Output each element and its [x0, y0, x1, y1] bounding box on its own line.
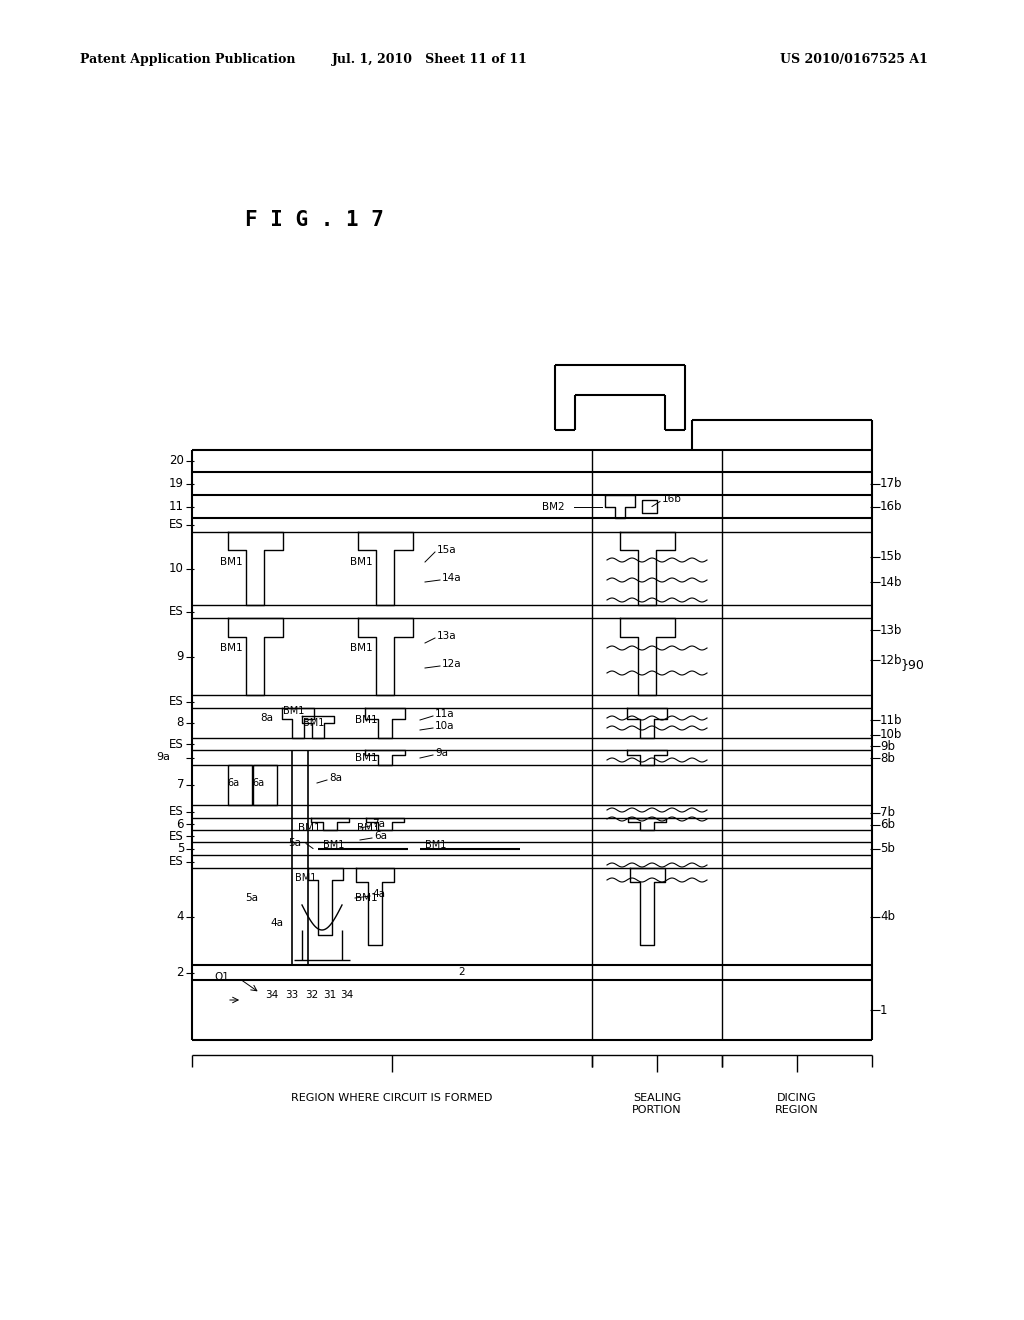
- Text: 32: 32: [305, 990, 318, 1001]
- Text: Q1: Q1: [214, 972, 229, 982]
- Text: DICING
REGION: DICING REGION: [775, 1093, 819, 1114]
- Text: 9b: 9b: [880, 739, 895, 752]
- Text: 12a: 12a: [442, 659, 462, 669]
- Text: 4: 4: [176, 909, 184, 923]
- Text: BM1: BM1: [323, 841, 344, 850]
- Text: 4a: 4a: [372, 888, 385, 899]
- Text: BM1: BM1: [350, 557, 373, 568]
- Text: 1: 1: [880, 1003, 888, 1016]
- Text: BM1: BM1: [425, 841, 446, 850]
- Text: F I G . 1 7: F I G . 1 7: [245, 210, 384, 230]
- Text: Jul. 1, 2010   Sheet 11 of 11: Jul. 1, 2010 Sheet 11 of 11: [332, 54, 528, 66]
- Text: 12b: 12b: [880, 653, 902, 667]
- Text: ES: ES: [169, 855, 184, 869]
- Text: BM1: BM1: [355, 894, 378, 903]
- Text: 6: 6: [176, 817, 184, 830]
- Text: 17b: 17b: [880, 477, 902, 490]
- Text: 34: 34: [265, 990, 279, 1001]
- Text: ES: ES: [169, 519, 184, 532]
- Text: 15b: 15b: [880, 550, 902, 564]
- Text: ES: ES: [169, 805, 184, 818]
- Text: 19: 19: [169, 477, 184, 490]
- Text: ES: ES: [169, 696, 184, 708]
- Text: 11b: 11b: [880, 714, 902, 726]
- Text: 7: 7: [176, 779, 184, 792]
- Text: 14b: 14b: [880, 576, 902, 589]
- Text: 13b: 13b: [880, 623, 902, 636]
- Text: 14a: 14a: [442, 573, 462, 583]
- Text: BM2: BM2: [542, 502, 564, 511]
- Text: SEALING
PORTION: SEALING PORTION: [632, 1093, 682, 1114]
- Text: Patent Application Publication: Patent Application Publication: [80, 54, 296, 66]
- Text: 20: 20: [169, 454, 184, 467]
- Text: BM1: BM1: [295, 873, 316, 883]
- Text: 5b: 5b: [880, 842, 895, 855]
- Text: 10b: 10b: [880, 729, 902, 742]
- Text: 8: 8: [176, 717, 184, 730]
- Text: 4a: 4a: [270, 917, 283, 928]
- Text: 11a: 11a: [435, 709, 455, 719]
- Text: BM1: BM1: [355, 715, 378, 725]
- Text: 9a: 9a: [156, 752, 170, 763]
- Text: BM1: BM1: [350, 643, 373, 653]
- Text: 8b: 8b: [880, 751, 895, 764]
- Text: BM1: BM1: [355, 752, 378, 763]
- Text: 9a: 9a: [435, 748, 449, 758]
- Text: 8a: 8a: [329, 774, 342, 783]
- Text: BM1: BM1: [298, 822, 321, 833]
- Text: 7b: 7b: [880, 807, 895, 820]
- Text: 9: 9: [176, 649, 184, 663]
- Text: 16b: 16b: [880, 500, 902, 513]
- Text: BM1: BM1: [220, 557, 243, 568]
- Text: 10: 10: [169, 562, 184, 576]
- Text: 6a: 6a: [227, 777, 240, 788]
- Text: 4b: 4b: [880, 909, 895, 923]
- Text: 6a: 6a: [252, 777, 264, 788]
- Text: 13a: 13a: [437, 631, 457, 642]
- Text: BM1: BM1: [283, 706, 304, 715]
- Text: 2: 2: [459, 968, 465, 977]
- Text: 11: 11: [169, 500, 184, 513]
- Text: 6a: 6a: [374, 832, 387, 841]
- Text: 7a: 7a: [372, 818, 385, 829]
- Text: 10a: 10a: [435, 721, 455, 731]
- Text: ES: ES: [169, 829, 184, 842]
- Text: BM1: BM1: [220, 643, 243, 653]
- Text: ES: ES: [169, 605, 184, 618]
- Text: 5: 5: [176, 842, 184, 855]
- Text: ES: ES: [169, 738, 184, 751]
- Text: BM1: BM1: [357, 822, 380, 833]
- Text: 16b: 16b: [662, 495, 682, 504]
- Text: }90: }90: [900, 659, 924, 672]
- Text: 15a: 15a: [437, 545, 457, 554]
- Text: US 2010/0167525 A1: US 2010/0167525 A1: [780, 54, 928, 66]
- Text: 5a: 5a: [245, 894, 258, 903]
- Text: BM1: BM1: [303, 718, 325, 729]
- Text: 34: 34: [340, 990, 353, 1001]
- Text: 6b: 6b: [880, 818, 895, 832]
- Text: 2: 2: [176, 966, 184, 979]
- Text: 5a: 5a: [288, 838, 301, 849]
- Text: 8a: 8a: [260, 713, 273, 723]
- Text: REGION WHERE CIRCUIT IS FORMED: REGION WHERE CIRCUIT IS FORMED: [291, 1093, 493, 1104]
- Text: 31: 31: [324, 990, 337, 1001]
- Text: 33: 33: [286, 990, 299, 1001]
